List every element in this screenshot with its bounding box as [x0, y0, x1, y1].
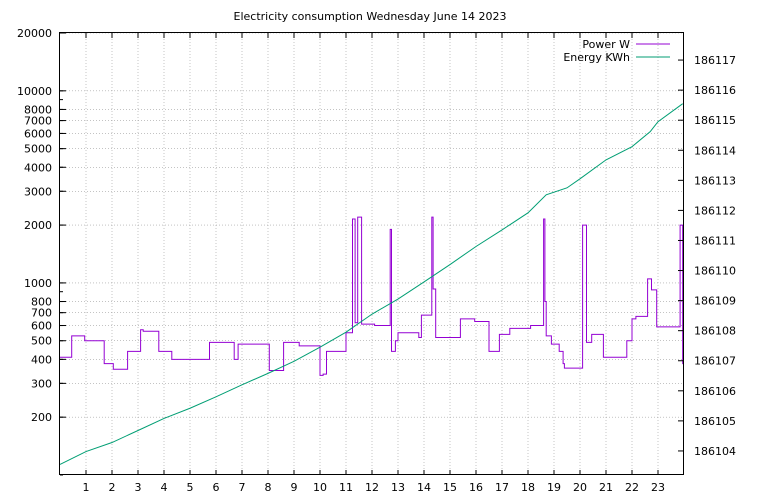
- y-right-tick-label: 186111: [694, 234, 736, 247]
- x-tick-label: 23: [651, 481, 665, 494]
- y-left-tick-label: 1000: [24, 277, 52, 290]
- x-tick-label: 20: [573, 481, 587, 494]
- x-tick-label: 7: [239, 481, 246, 494]
- grid: [60, 32, 684, 475]
- y-axis-right: 186104 186105 186106 186107 186108 186109 1861…: [678, 54, 736, 458]
- y-left-tick-label: 5000: [24, 143, 52, 156]
- y-right-tick-label: 186109: [694, 295, 736, 308]
- x-tick-label: 17: [495, 481, 509, 494]
- x-tick-label: 13: [391, 481, 405, 494]
- y-right-tick-label: 186104: [694, 445, 736, 458]
- x-tick-label: 4: [161, 481, 168, 494]
- x-tick-label: 9: [291, 481, 298, 494]
- series-line-1: [59, 103, 683, 465]
- y-right-tick-label: 186113: [694, 174, 736, 187]
- y-left-tick-label: 3000: [24, 185, 52, 198]
- y-right-tick-label: 186110: [694, 265, 736, 278]
- x-tick-label: 1: [83, 481, 90, 494]
- x-tick-label: 8: [265, 481, 272, 494]
- plot-frame: [59, 32, 684, 475]
- x-tick-label: 21: [599, 481, 613, 494]
- y-left-tick-label: 20000: [17, 27, 52, 40]
- x-tick-label: 2: [109, 481, 116, 494]
- x-tick-label: 16: [469, 481, 483, 494]
- x-tick-label: 11: [339, 481, 353, 494]
- y-left-tick-label: 500: [31, 335, 52, 348]
- x-tick-label: 22: [625, 481, 639, 494]
- y-left-tick-label: 7000: [24, 115, 52, 128]
- x-axis: 1 2 3 4 5 6 7 8 9 10 11 12 13 14 15 16 17 18 19 20 21 22 23: [83, 33, 665, 494]
- legend-label: Energy KWh: [563, 51, 630, 64]
- y-right-tick-label: 186116: [694, 84, 736, 97]
- y-left-tick-label: 600: [31, 320, 52, 333]
- x-tick-label: 12: [365, 481, 379, 494]
- y-left-tick-label: 700: [31, 307, 52, 320]
- x-tick-label: 5: [187, 481, 194, 494]
- y-right-tick-label: 186106: [694, 385, 736, 398]
- x-tick-label: 15: [443, 481, 457, 494]
- y-right-tick-label: 186107: [694, 355, 736, 368]
- y-left-tick-label: 10000: [17, 85, 52, 98]
- x-tick-label: 19: [547, 481, 561, 494]
- series-line-0: [60, 216, 684, 376]
- y-right-tick-label: 186105: [694, 415, 736, 428]
- x-tick-label: 10: [313, 481, 327, 494]
- y-left-tick-label: 4000: [24, 161, 52, 174]
- series: [59, 103, 684, 465]
- y-right-tick-label: 186117: [694, 54, 736, 67]
- y-left-tick-label: 800: [31, 296, 52, 309]
- y-left-tick-label: 6000: [24, 127, 52, 140]
- chart-title: Electricity consumption Wednesday June 1…: [234, 10, 507, 23]
- x-tick-label: 3: [135, 481, 142, 494]
- x-tick-label: 6: [213, 481, 220, 494]
- y-right-tick-label: 186115: [694, 114, 736, 127]
- y-left-tick-label: 8000: [24, 103, 52, 116]
- y-left-tick-label: 300: [31, 377, 52, 390]
- x-tick-label: 14: [417, 481, 431, 494]
- y-left-tick-label: 2000: [24, 219, 52, 232]
- y-left-tick-label: 400: [31, 353, 52, 366]
- x-tick-label: 18: [521, 481, 535, 494]
- y-right-tick-label: 186114: [694, 144, 736, 157]
- y-right-tick-label: 186108: [694, 325, 736, 338]
- y-right-tick-label: 186112: [694, 204, 736, 217]
- legend-label: Power W: [582, 38, 630, 51]
- y-left-tick-label: 200: [31, 411, 52, 424]
